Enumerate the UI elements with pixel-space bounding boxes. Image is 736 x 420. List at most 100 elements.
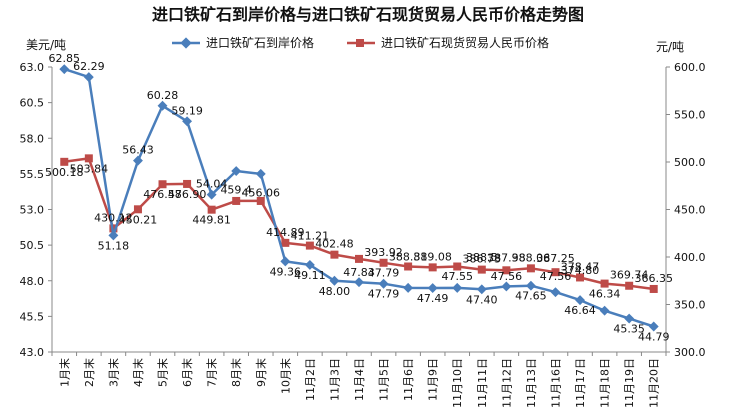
series-1-data-label: 47.79 (368, 288, 400, 301)
x-category-label: 11月19日 (623, 358, 636, 408)
series-2-point (379, 258, 388, 267)
series-1-point (255, 168, 266, 179)
right-tick-label: 300.0 (674, 346, 706, 359)
series-2-data-label: 450.21 (119, 213, 158, 226)
overlapping-data-label: 388.5 (466, 251, 498, 264)
x-category-label: 11月18日 (599, 358, 612, 408)
series-2-data-label: 430.12 (94, 211, 133, 224)
right-tick-label: 400.0 (674, 251, 706, 264)
right-axis-unit: 元/吨 (656, 40, 684, 54)
series-1-point (108, 230, 119, 241)
left-axis-ticks: 43.0 45.5 48.0 50.5 53.0 55.5 58.0 60.5 63.0 (20, 61, 52, 359)
series-1-data-label: 60.28 (147, 89, 179, 102)
series-1-data-label: 56.43 (122, 144, 154, 157)
left-tick-label: 55.5 (20, 168, 45, 181)
x-category-label: 11月11日 (476, 358, 489, 408)
x-category-label: 11月12日 (500, 358, 513, 408)
overlapping-data-label: 388.81 (389, 251, 428, 264)
series-2-data-label: 503.84 (70, 162, 109, 175)
overlapping-data-label: 47.83 (343, 266, 375, 279)
series-1-data-label: 46.64 (564, 304, 596, 317)
series-1-point (182, 116, 193, 127)
series-1-point (329, 275, 340, 286)
series-2-data-label: 476.90 (168, 188, 207, 201)
series-1-data-label: 62.29 (73, 60, 105, 73)
x-category-label: 11月9日 (427, 358, 440, 401)
series-1-point (403, 282, 414, 293)
series-2-data-label: 366.35 (634, 272, 673, 285)
series-2-point (404, 262, 413, 271)
series-2-point (330, 250, 339, 259)
series-1-point (133, 155, 143, 166)
series-2-point (207, 205, 216, 214)
series-1-point (59, 64, 70, 75)
series-2-point (502, 266, 511, 275)
left-tick-label: 53.0 (20, 204, 45, 217)
legend-series-1-label: 进口铁矿石到岸价格 (206, 35, 314, 50)
series-2-point (158, 180, 167, 189)
series-2-data-label: 414.89 (266, 226, 305, 239)
overlapping-data-label: 47.55 (441, 270, 473, 283)
series-2-point (625, 281, 634, 290)
series-2-point (453, 262, 462, 271)
series-2-data-label: 369.74 (610, 269, 649, 282)
series-1-point (157, 100, 168, 111)
left-tick-label: 63.0 (20, 61, 45, 74)
x-category-label: 10月末 (278, 358, 292, 394)
x-category-label: 8月末 (229, 358, 243, 387)
series-1-data-label: 59.19 (171, 104, 203, 117)
right-tick-label: 550.0 (674, 109, 706, 122)
left-tick-label: 60.5 (20, 97, 45, 110)
series-1-data-label: 47.49 (417, 292, 449, 305)
x-category-label: 11月10日 (451, 358, 464, 408)
series-2-point (526, 264, 535, 273)
series-2-point (305, 241, 314, 250)
left-tick-label: 48.0 (20, 275, 45, 288)
series-2-data-label: 449.81 (192, 214, 231, 227)
x-category-label: 1月末 (57, 358, 71, 387)
series-2-data-label: 388.06 (512, 251, 551, 264)
x-category-label: 11月2日 (304, 358, 317, 401)
series-1-point (206, 189, 217, 200)
x-category-label: 11月17日 (574, 358, 587, 408)
legend-series-2-marker (356, 39, 364, 47)
series-2-point (551, 268, 560, 277)
series-1-point (280, 256, 291, 267)
overlapping-data-label: 374.80 (561, 264, 600, 277)
series-2-data-label: 378.47 (561, 260, 600, 273)
x-category-label: 11月13日 (525, 358, 538, 408)
series-2-point (232, 196, 241, 205)
series-2-data-label: 386.73 (463, 253, 502, 266)
left-tick-label: 50.5 (20, 239, 45, 252)
series-2-data-label: 402.48 (315, 238, 354, 251)
series-1-point (83, 72, 94, 83)
overlapping-data-label: 411.21 (291, 229, 330, 242)
right-tick-label: 500.0 (674, 156, 706, 169)
x-category-label: 11月20日 (648, 358, 661, 408)
series-2-point (576, 273, 585, 282)
series-2-point (428, 263, 437, 272)
x-category-label: 4月末 (131, 358, 145, 387)
overlapping-data-label: 47.79 (368, 267, 400, 280)
left-tick-label: 43.0 (20, 346, 45, 359)
left-tick-label: 58.0 (20, 132, 45, 145)
series-1-point (476, 284, 487, 295)
series-1-point (427, 283, 438, 293)
right-tick-label: 450.0 (674, 204, 706, 217)
x-category-label: 6月末 (180, 358, 194, 387)
series-2-point (281, 238, 290, 247)
left-axis-unit: 美元/吨 (26, 38, 66, 52)
series-2-data-label: 393.92 (364, 246, 403, 259)
series-2-point (355, 254, 363, 263)
series-1-point (624, 313, 635, 324)
left-tick-label: 45.5 (20, 310, 45, 323)
series-2-point (600, 279, 609, 288)
series-1-point (550, 287, 561, 298)
x-category-label: 11月16日 (549, 358, 562, 408)
x-category-label: 7月末 (205, 358, 219, 387)
series-1-data-label: 44.79 (638, 330, 670, 343)
right-axis-ticks: 300.0 350.0 400.0 450.0 500.0 550.0 600.0 (666, 61, 706, 359)
